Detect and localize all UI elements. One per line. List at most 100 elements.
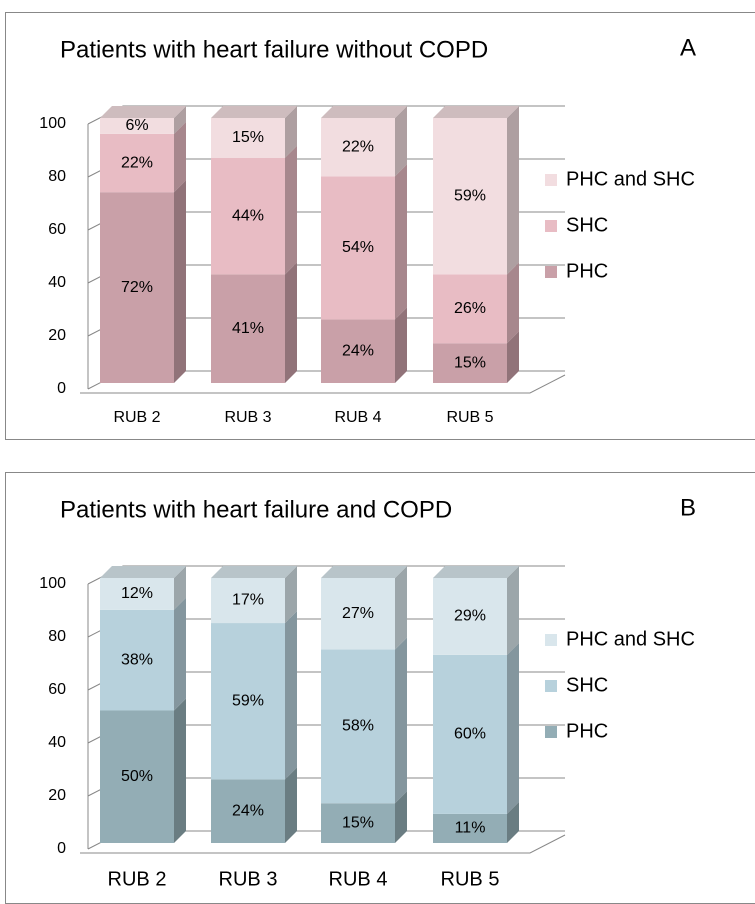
bar-front	[100, 578, 174, 610]
legend-swatch	[545, 266, 557, 278]
y-tick-label: 20	[48, 327, 66, 344]
value-label: 24%	[342, 342, 374, 359]
bar-segment	[321, 791, 407, 843]
bar-segment	[100, 698, 186, 843]
bar-front	[321, 649, 395, 804]
bar-side	[395, 637, 407, 804]
bar-front	[211, 623, 285, 780]
value-label: 24%	[232, 802, 264, 819]
legend-label: PHC and SHC	[566, 628, 695, 650]
value-label: 15%	[454, 354, 486, 371]
bar-side	[285, 262, 297, 383]
bar-front	[321, 578, 395, 650]
legend-swatch	[545, 680, 557, 692]
value-label: 27%	[342, 605, 374, 622]
bar-top	[433, 566, 519, 578]
value-label: 15%	[232, 129, 264, 146]
value-label: 17%	[232, 592, 264, 609]
legend-label: SHC	[566, 674, 608, 696]
value-label: 59%	[232, 692, 264, 709]
value-label: 12%	[121, 585, 153, 602]
bar-segment	[211, 262, 297, 383]
bar-segment	[321, 164, 407, 320]
value-label: 58%	[342, 718, 374, 735]
y-tick-label: 0	[57, 840, 66, 857]
bar-side	[174, 121, 186, 193]
value-label: 11%	[455, 820, 486, 837]
bar-top	[211, 566, 297, 578]
bar-front	[321, 176, 395, 320]
bar-front	[433, 654, 507, 814]
bar-side	[395, 164, 407, 320]
chart-title: Patients with heart failure without COPD	[60, 36, 488, 63]
bar-top	[433, 106, 519, 118]
y-tick-label: 20	[48, 787, 66, 804]
bar-segment	[433, 331, 519, 383]
bar-front	[433, 813, 507, 843]
bar-front	[100, 118, 174, 134]
bar-segment	[211, 566, 297, 624]
floor-front	[80, 834, 566, 854]
bar-front	[433, 343, 507, 383]
legend-label: PHC and SHC	[566, 168, 695, 190]
bar-front	[100, 710, 174, 843]
bar-segment	[211, 767, 297, 843]
bar-side	[285, 566, 297, 624]
value-label: 6%	[125, 117, 148, 134]
value-label: 59%	[454, 187, 486, 204]
bar-segment	[433, 566, 519, 655]
bar-front	[433, 274, 507, 344]
y-tick-label: 100	[39, 115, 66, 132]
bar-segment	[321, 637, 407, 804]
x-tick-label: RUB 5	[446, 409, 493, 426]
bar-segment	[100, 106, 186, 134]
bar-segment	[100, 121, 186, 193]
bar-front	[211, 157, 285, 275]
bar-side	[174, 597, 186, 711]
chart-panel: Patients with heart failure and COPD B 0 20…	[5, 472, 755, 904]
panel-label: B	[680, 494, 696, 521]
bar-segment	[211, 611, 297, 780]
bar-side	[174, 180, 186, 383]
bar-segment	[100, 180, 186, 383]
bar-side	[285, 106, 297, 158]
legend-swatch	[545, 220, 557, 232]
bar-segment	[211, 145, 297, 275]
bar-side	[174, 106, 186, 134]
value-label: 50%	[121, 768, 153, 785]
bar-segment	[321, 566, 407, 650]
bar-segment	[321, 307, 407, 383]
bar-front	[211, 118, 285, 158]
bar-segment	[211, 106, 297, 158]
y-tick-label: 80	[48, 628, 66, 645]
y-tick-label: 0	[57, 380, 66, 397]
y-tick-label: 80	[48, 168, 66, 185]
bar-front	[100, 133, 174, 193]
x-tick-label: RUB 5	[441, 868, 500, 890]
bar-top	[321, 566, 407, 578]
bar-segment	[321, 106, 407, 177]
legend-swatch	[545, 634, 557, 646]
bar-side	[507, 331, 519, 383]
legend-swatch	[545, 174, 557, 186]
bar-side	[285, 145, 297, 275]
bar-front	[211, 274, 285, 383]
bar-top	[100, 566, 186, 578]
value-label: 72%	[121, 279, 153, 296]
bar-side	[395, 307, 407, 383]
bar-side	[507, 106, 519, 275]
bar-top	[100, 106, 186, 118]
bar-front	[211, 578, 285, 624]
value-label: 44%	[232, 207, 264, 224]
y-tick-label: 40	[48, 274, 66, 291]
bar-segment	[433, 642, 519, 814]
value-label: 38%	[121, 651, 153, 668]
bar-side	[507, 801, 519, 843]
x-tick-label: RUB 2	[108, 868, 167, 890]
bar-top	[321, 106, 407, 118]
bar-segment	[433, 801, 519, 843]
bar-side	[174, 698, 186, 843]
bar-side	[507, 262, 519, 344]
x-tick-label: RUB 4	[329, 868, 388, 890]
bar-segment	[100, 566, 186, 610]
